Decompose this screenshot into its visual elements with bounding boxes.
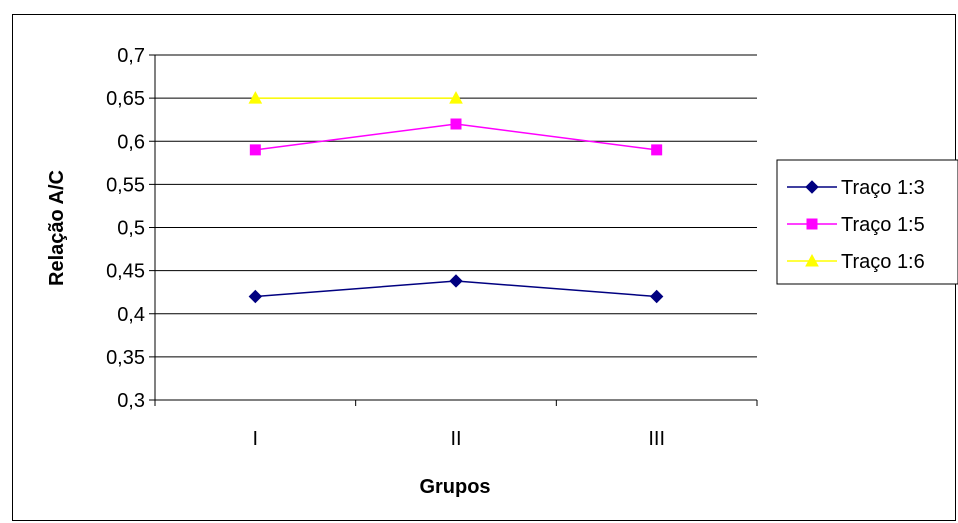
x-tick-label: III [648,428,665,450]
data-point [248,91,263,104]
y-tick-label: 0,35 [106,347,145,369]
y-tick-label: 0,7 [117,45,145,67]
y-tick-label: 0,5 [117,218,145,240]
y-tick-label: 0,55 [106,174,145,196]
y-axis-title: Relação A/C [46,170,68,286]
plot-area [155,54,757,358]
y-tick-label: 0,65 [106,88,145,110]
legend-item: Traço 1:5 [787,214,925,236]
legend-marker [805,180,819,194]
y-tick-label: 0,3 [117,390,145,412]
data-point [651,144,663,156]
series-1 [248,274,664,304]
series-3 [248,91,463,104]
legend-marker [806,218,818,230]
data-point [449,91,463,104]
legend-label: Traço 1:6 [841,251,925,273]
y-axis: 0,3 0,35 0,4 0,45 0,5 0,55 0,6 0,65 0,7 [106,45,156,412]
series-2 [249,118,663,156]
data-point [449,274,463,288]
x-axis: I II III [154,399,758,450]
series-layer [248,91,664,304]
data-point [649,289,664,304]
x-axis-title: Grupos [419,476,490,498]
legend-label: Traço 1:5 [841,214,925,236]
y-tick-label: 0,6 [117,131,145,153]
y-tick-label: 0,4 [117,304,145,326]
data-point [249,144,261,156]
data-point [450,118,462,130]
data-point [248,289,263,304]
y-tick-label: 0,45 [106,261,145,283]
legend-item: Traço 1:3 [787,177,925,199]
legend-marker [805,253,819,267]
x-tick-label: I [253,428,259,450]
legend-label: Traço 1:3 [841,177,925,199]
x-tick-label: II [450,428,461,450]
legend: Traço 1:3 Traço 1:5 Traço 1:6 [776,159,958,285]
legend-item: Traço 1:6 [787,251,925,273]
